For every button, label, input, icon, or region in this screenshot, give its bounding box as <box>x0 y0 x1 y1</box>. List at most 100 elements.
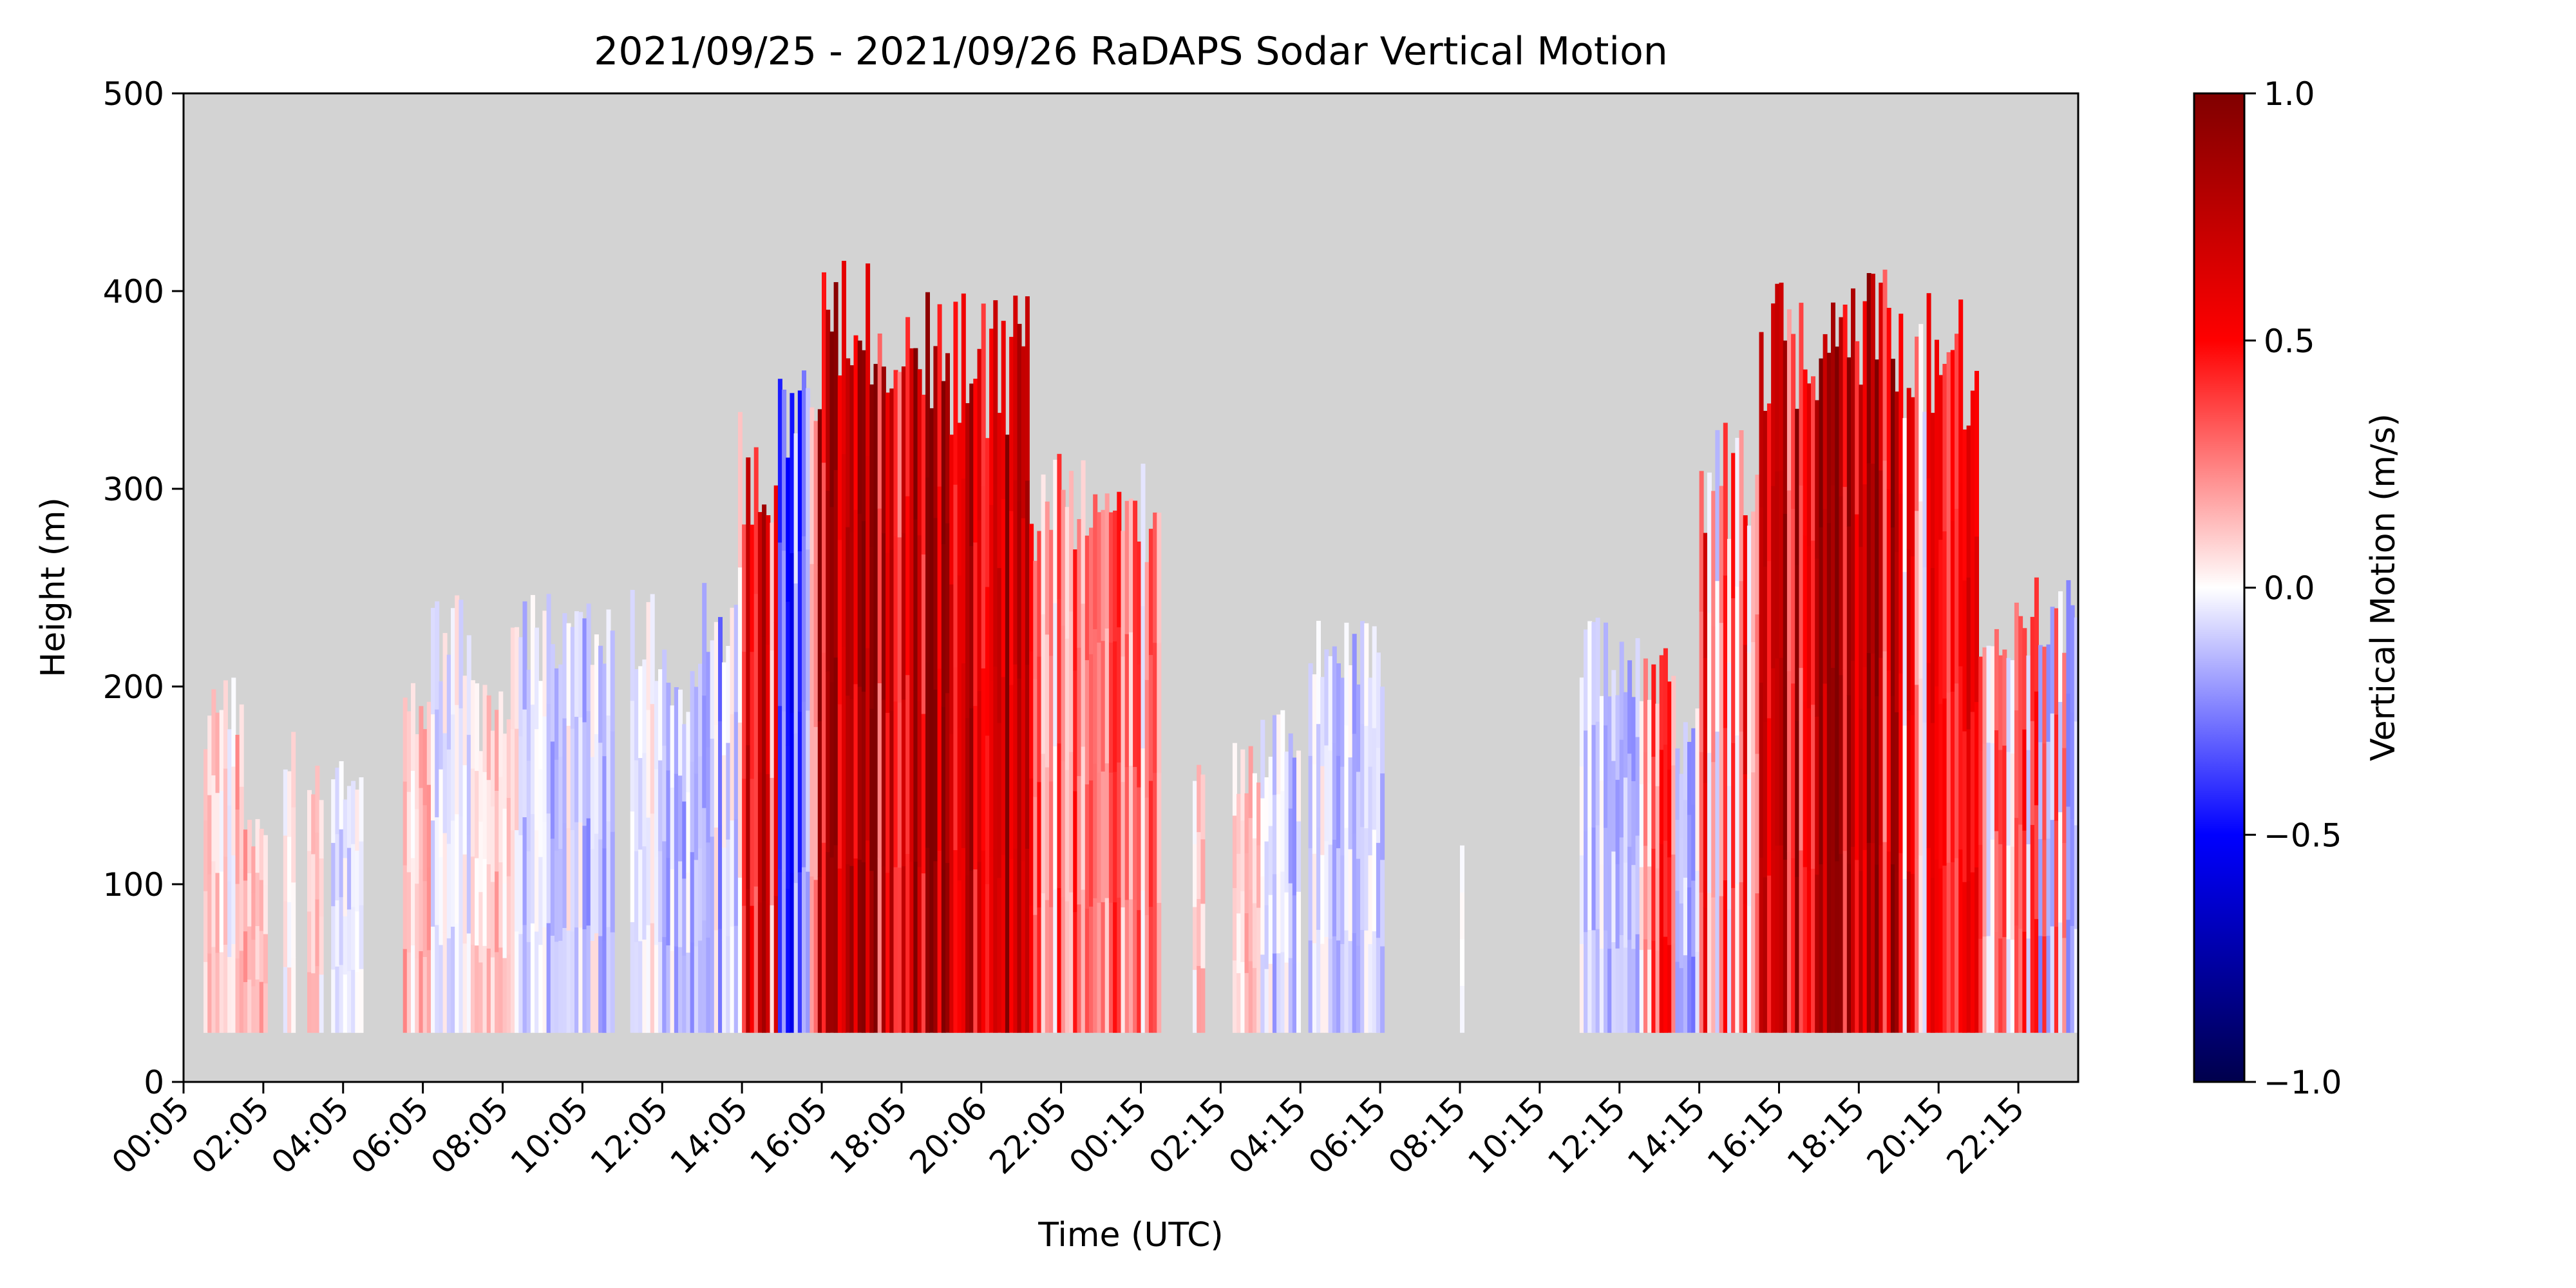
heatmap-cell <box>2018 720 2023 825</box>
heatmap-cell <box>2054 714 2059 821</box>
heatmap-cell <box>861 520 866 692</box>
heatmap-cell <box>1081 460 1086 604</box>
heatmap-cell <box>702 583 707 696</box>
heatmap-cell <box>646 710 651 818</box>
heatmap-cell <box>817 565 822 721</box>
heatmap-cell <box>331 842 336 907</box>
heatmap-cell <box>1348 849 1353 942</box>
heatmap-cell <box>1324 936 1329 1033</box>
heatmap-cell <box>1376 747 1381 843</box>
heatmap-cell <box>442 632 448 734</box>
heatmap-cell <box>2046 935 2051 1033</box>
heatmap-cell <box>1595 825 1600 929</box>
heatmap-cell <box>1855 514 1860 687</box>
heatmap-cell <box>913 519 918 691</box>
heatmap-cell <box>873 364 878 532</box>
heatmap-cell <box>451 926 455 1033</box>
heatmap-cell <box>586 925 591 1033</box>
heatmap-cell <box>1296 891 1301 963</box>
heatmap-cell <box>945 523 950 694</box>
heatmap-cell <box>526 670 531 761</box>
heatmap-cell <box>1316 621 1321 724</box>
heatmap-cell <box>1244 853 1249 914</box>
heatmap-cell <box>2046 741 2051 839</box>
heatmap-cell <box>1978 656 1984 751</box>
heatmap-cell <box>1851 474 1855 661</box>
heatmap-cell <box>1049 781 1054 907</box>
heatmap-cell <box>566 930 571 1033</box>
heatmap-cell <box>2074 721 2078 826</box>
heatmap-cell <box>1587 826 1593 931</box>
heatmap-cell <box>1703 658 1708 783</box>
heatmap-cell <box>459 924 464 1033</box>
heatmap-cell <box>2030 616 2035 721</box>
heatmap-cell <box>422 804 428 882</box>
heatmap-cell <box>554 759 559 851</box>
heatmap-cell <box>1679 903 1684 969</box>
heatmap-cell <box>1659 655 1664 750</box>
heatmap-cell <box>1260 954 1265 1033</box>
heatmap-cell <box>630 922 635 1033</box>
heatmap-cell <box>1292 757 1297 827</box>
heatmap-cell <box>698 755 703 849</box>
heatmap-cell <box>1727 538 1732 663</box>
heatmap-cell <box>797 872 802 1033</box>
heatmap-cell <box>1823 683 1828 858</box>
heatmap-cell <box>1970 551 1975 712</box>
heatmap-cell <box>1655 868 1660 951</box>
heatmap-cell <box>997 723 1002 878</box>
heatmap-cell <box>965 717 970 876</box>
heatmap-cell <box>1248 746 1253 819</box>
heatmap-cell <box>542 927 547 1033</box>
heatmap-cell <box>502 734 507 809</box>
heatmap-cell <box>1256 970 1262 1033</box>
heatmap-cell <box>1053 746 1058 890</box>
heatmap-cell <box>1121 531 1126 657</box>
heatmap-cell <box>634 851 639 942</box>
heatmap-cell <box>1615 779 1620 864</box>
heatmap-cell <box>762 900 767 1033</box>
heatmap-cell <box>247 819 252 873</box>
heatmap-cell <box>478 962 484 1033</box>
heatmap-cell <box>682 955 687 1033</box>
x-tick-label: 20:15 <box>1860 1089 1952 1181</box>
heatmap-cell <box>223 680 228 769</box>
heatmap-cell <box>1671 676 1676 766</box>
heatmap-cell <box>1021 689 1026 862</box>
heatmap-cell <box>822 272 826 463</box>
heatmap-cell <box>259 880 264 931</box>
heatmap-cell <box>777 542 782 706</box>
heatmap-cell <box>574 927 579 1033</box>
heatmap-cell <box>829 857 835 1033</box>
heatmap-cell <box>219 790 224 872</box>
heatmap-cell <box>495 710 500 791</box>
heatmap-cell <box>2034 577 2039 692</box>
heatmap-cell <box>339 829 344 898</box>
heatmap-cell <box>1723 880 1728 1033</box>
heatmap-cell <box>1336 755 1341 849</box>
heatmap-cell <box>889 871 895 1033</box>
heatmap-cell <box>905 674 911 854</box>
heatmap-cell <box>1264 905 1269 969</box>
heatmap-cell <box>1244 793 1249 854</box>
heatmap-cell <box>945 353 950 524</box>
heatmap-cell <box>510 627 515 730</box>
x-tick-label: 08:05 <box>424 1089 516 1181</box>
heatmap-cell <box>1336 848 1341 941</box>
heatmap-cell <box>1101 509 1106 641</box>
heatmap-cell <box>1711 626 1716 762</box>
heatmap-cell <box>431 820 435 927</box>
heatmap-cell <box>897 702 902 868</box>
heatmap-cell <box>1141 605 1146 749</box>
heatmap-cell <box>642 752 647 847</box>
heatmap-cell <box>806 388 811 550</box>
heatmap-cell <box>1771 850 1776 1033</box>
heatmap-cell <box>1982 936 1987 1033</box>
heatmap-cell <box>2070 925 2075 1033</box>
heatmap-cell <box>554 668 559 760</box>
heatmap-cell <box>1077 519 1082 648</box>
heatmap-cell <box>1727 662 1732 786</box>
heatmap-cell <box>1966 729 1971 882</box>
heatmap-cell <box>1786 309 1792 491</box>
heatmap-cell <box>1715 731 1720 882</box>
